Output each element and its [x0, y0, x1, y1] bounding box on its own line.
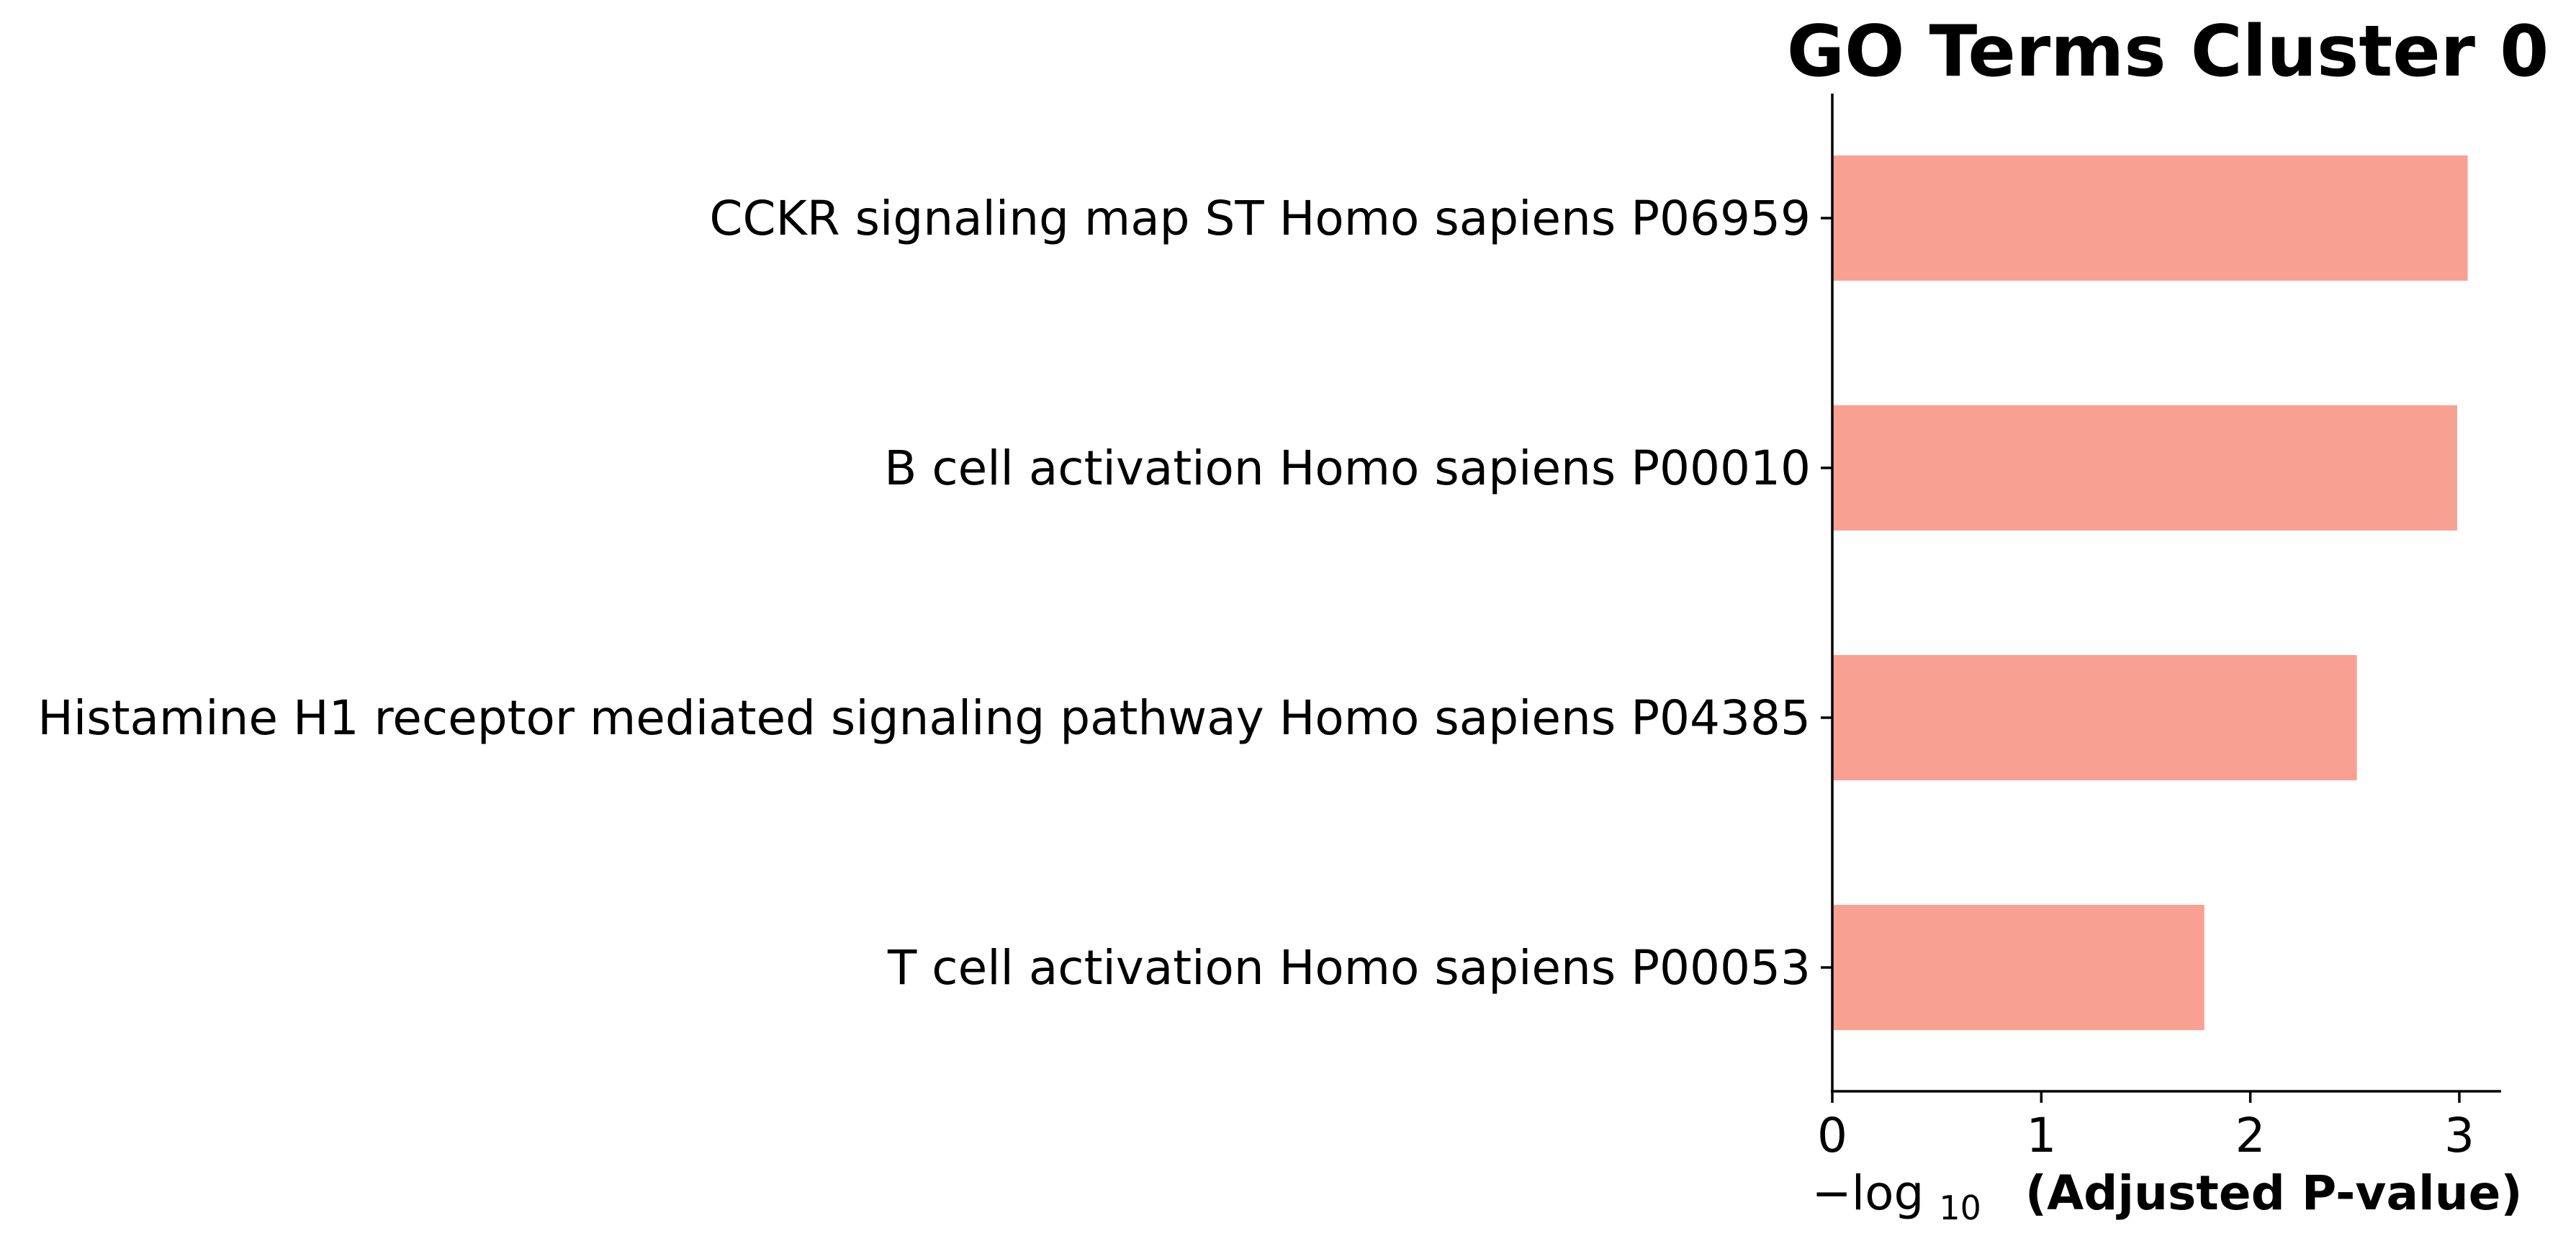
category-label: Histamine H1 receptor mediated signaling… [37, 690, 1811, 746]
category-label: CCKR signaling map ST Homo sapiens P0695… [709, 191, 1811, 246]
x-axis-label-subscript: 10 [1939, 1188, 1981, 1227]
x-axis-label-prefix: −log [1811, 1165, 1924, 1221]
x-tick-label: 3 [2444, 1108, 2474, 1163]
bar [1832, 655, 2357, 780]
category-labels: CCKR signaling map ST Homo sapiens P0695… [37, 191, 1832, 996]
chart-title: GO Terms Cluster 0 [1787, 11, 2549, 93]
x-axis-label: −log 10 (Adjusted P-value) [1811, 1165, 2522, 1231]
x-tick-label: 2 [2235, 1108, 2266, 1163]
category-label: T cell activation Homo sapiens P00053 [887, 940, 1811, 996]
bars-group [1832, 155, 2468, 1030]
category-label: B cell activation Homo sapiens P00010 [884, 441, 1811, 496]
x-tick-label: 0 [1817, 1108, 1847, 1163]
x-ticks: 0 1 2 3 [1817, 1091, 2474, 1163]
bar [1832, 905, 2205, 1030]
x-tick-label: 1 [2026, 1108, 2056, 1163]
x-axis-label-main: (Adjusted P-value) [2025, 1165, 2523, 1221]
bar [1832, 155, 2468, 281]
bar [1832, 405, 2458, 531]
